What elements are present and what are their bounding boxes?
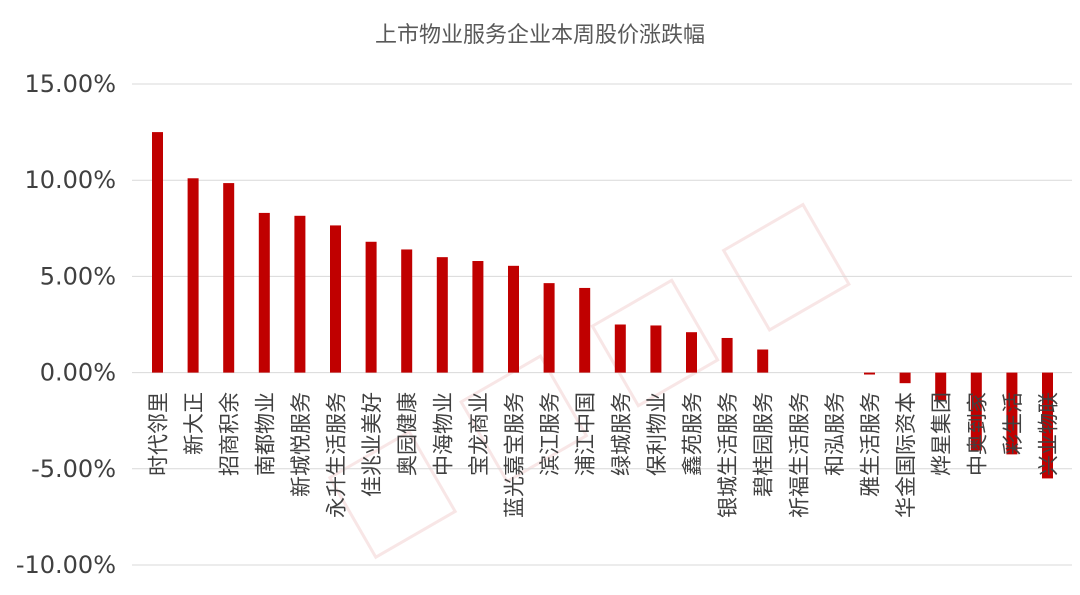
- grid: [132, 83, 1072, 566]
- x-tick-label: 招商积余: [218, 392, 242, 476]
- y-tick-label: 5.00%: [40, 262, 116, 290]
- x-tick-label: 浦江中国: [574, 392, 598, 476]
- bar: [864, 372, 875, 375]
- x-tick-label: 烨星集团: [930, 392, 954, 476]
- x-tick-label: 奥园健康: [396, 392, 420, 476]
- x-tick-label: 绿城服务: [609, 392, 633, 476]
- bar: [401, 249, 413, 373]
- bar: [1006, 372, 1018, 455]
- x-tick-label: 时代邻里: [147, 392, 171, 476]
- bar: [436, 257, 448, 373]
- x-tick-label: 华金国际资本: [894, 392, 918, 518]
- x-tick-label: 彩生活: [1001, 392, 1025, 455]
- bar: [721, 337, 733, 373]
- bar: [152, 132, 163, 373]
- x-tick-label: 祈福生活服务: [787, 392, 811, 518]
- x-axis-ticks: 时代邻里 新大正 招商积余 南都物业 新城悦服务 永升生活服务 佳兆业美好 奥园健康 中海物业宝…: [147, 392, 1061, 518]
- bar: [650, 325, 662, 373]
- x-tick-label: 永升生活服务: [325, 392, 349, 518]
- bar: [899, 372, 911, 384]
- bar: [686, 332, 697, 373]
- x-tick-label: 保利物业: [645, 392, 669, 476]
- x-tick-label: 新城悦服务: [289, 392, 313, 497]
- x-tick-label: 南都物业: [253, 392, 277, 476]
- x-tick-label: 中海物业: [431, 392, 455, 476]
- x-tick-label: 新大正: [182, 392, 206, 455]
- bar: [935, 372, 947, 401]
- y-tick-label: 15.00%: [24, 70, 116, 98]
- y-tick-label: 10.00%: [24, 166, 116, 194]
- bar: [330, 225, 341, 373]
- bar: [970, 372, 982, 451]
- bar: [508, 265, 519, 373]
- bar: [614, 324, 626, 373]
- x-tick-label: 银城生活服务: [716, 392, 740, 518]
- bar: [579, 287, 591, 373]
- y-tick-label: -10.00%: [16, 551, 116, 579]
- x-tick-label: 佳兆业美好: [360, 392, 384, 497]
- x-tick-label: 鑫苑服务: [681, 392, 705, 476]
- x-tick-label: 中奥到家: [965, 392, 989, 476]
- bar: [1042, 372, 1053, 479]
- bar: [472, 261, 484, 373]
- x-tick-label: 蓝光嘉宝服务: [503, 392, 527, 518]
- bar: [757, 349, 769, 373]
- y-tick-label: 0.00%: [40, 359, 116, 387]
- x-tick-label: 碧桂园服务: [752, 392, 776, 497]
- bar: [294, 215, 306, 373]
- y-axis-ticks: 15.00% 10.00% 5.00% 0.00% -5.00% -10.00%: [16, 70, 116, 579]
- chart-title: 上市物业服务企业本周股价涨跌幅: [375, 23, 705, 48]
- bar: [187, 178, 199, 373]
- bar: [258, 212, 270, 373]
- bars: [152, 132, 1053, 479]
- bar: [223, 183, 235, 373]
- x-tick-label: 和泓服务: [823, 392, 847, 476]
- x-tick-label: 宝龙商业: [467, 392, 491, 476]
- x-tick-label: 滨江服务: [538, 392, 562, 476]
- bar: [543, 283, 555, 373]
- bar: [365, 241, 377, 373]
- y-tick-label: -5.00%: [31, 455, 116, 483]
- x-tick-label: 兴业物联: [1037, 392, 1061, 476]
- x-tick-label: 雅生活服务: [859, 392, 883, 497]
